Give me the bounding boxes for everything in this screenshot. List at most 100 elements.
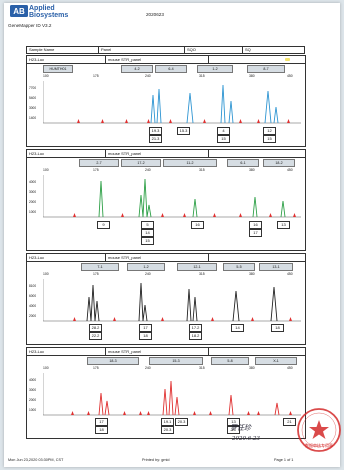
allele-label: 13 — [227, 418, 240, 426]
y-tick: 4000 — [29, 304, 37, 308]
marker-bin: 2-7 — [79, 159, 119, 167]
allele-label: 18 — [271, 324, 284, 332]
allele-label: 21.3 — [149, 135, 162, 143]
allele-label: 15 — [217, 135, 230, 143]
allele-label: 15 — [263, 135, 276, 143]
allele-label: 17 — [139, 324, 152, 332]
allele-label: 17 — [95, 418, 108, 426]
bp-tick: 380 — [249, 74, 255, 78]
y-tick: 1000 — [29, 210, 37, 214]
marker-bin: 1-2 — [127, 263, 165, 271]
marker-bin: 6-1 — [227, 159, 259, 167]
bp-tick: 240 — [145, 168, 151, 172]
page-number: Page 1 of 1 — [274, 458, 294, 462]
marker-bin: 5-5 — [223, 263, 255, 271]
col-sq: SQ — [242, 46, 305, 54]
allele-label: 14 — [231, 324, 244, 332]
electropherogram-trace — [43, 373, 301, 416]
bp-tick: 450 — [287, 366, 293, 370]
bp-tick: 175 — [93, 74, 99, 78]
marker-bin: 1-2 — [197, 65, 233, 73]
electropherogram-panel-2: H23-Luc mouse STR_panel 2-7 17-2 11-2 6-… — [26, 149, 306, 251]
panel-kit-name: mouse STR_panel — [105, 56, 209, 63]
bp-tick: 240 — [145, 366, 151, 370]
allele-label: 12 — [263, 127, 276, 135]
allele-label: 17.2 — [189, 324, 202, 332]
marker-bin: 18-2 — [263, 159, 295, 167]
bp-tick: 380 — [249, 366, 255, 370]
handwritten-date: 2020.6.23 — [232, 436, 260, 442]
panel-kit-name: mouse STR_panel — [105, 254, 209, 261]
bp-tick: 315 — [199, 272, 205, 276]
logo-mark-text: AB — [13, 7, 25, 16]
y-tick: 1000 — [29, 408, 37, 412]
allele-label: 28.2 — [89, 324, 102, 332]
bp-tick: 100 — [43, 74, 49, 78]
bp-tick: 450 — [287, 74, 293, 78]
marker-bins: 7-1 1-2 12-1 5-5 13-1 — [37, 263, 293, 271]
y-tick: 5400 — [29, 96, 37, 100]
allele-label: 16 — [191, 221, 204, 229]
y-tick: 2000 — [29, 200, 37, 204]
allele-label: 5 — [141, 221, 154, 229]
report-date: 2020623 — [146, 12, 164, 17]
panel-title-bar: H23-Luc mouse STR_panel — [27, 150, 305, 158]
sample-table-header: Sample Name Panel SQO SQ — [26, 46, 305, 54]
panel-sample-name: H23-Luc — [29, 255, 45, 260]
allele-label: 22.2 — [89, 332, 102, 340]
marker-bin: 11-2 — [163, 159, 217, 167]
bp-tick: 240 — [145, 272, 151, 276]
bp-tick: 450 — [287, 168, 293, 172]
bp-tick: 315 — [199, 366, 205, 370]
allele-label: 16 — [249, 221, 262, 229]
bp-tick: 380 — [249, 272, 255, 276]
marker-bin: 18-3 — [87, 357, 139, 365]
basepair-axis: 100 175 240 315 380 450 — [27, 366, 305, 371]
y-tick: 3000 — [29, 106, 37, 110]
printed-timestamp: Mon Jun 23,2020 03:30PM, CST — [8, 458, 64, 462]
marker-bin: HUMTH01 — [43, 65, 73, 73]
bp-tick: 315 — [199, 74, 205, 78]
electropherogram-panel-3: H23-Luc mouse STR_panel 7-1 1-2 12-1 5-5… — [26, 253, 306, 345]
panel-sample-name: H23-Luc — [29, 57, 45, 62]
marker-bins: 2-7 17-2 11-2 6-1 18-2 — [37, 159, 295, 167]
bp-tick: 450 — [287, 272, 293, 276]
allele-label: 20.3 — [161, 426, 174, 434]
software-version: GeneMapper ID V3.2 — [8, 23, 52, 28]
marker-bin: X-1 — [255, 357, 297, 365]
y-tick: 2000 — [29, 398, 37, 402]
col-sqo: SQO — [184, 46, 243, 54]
allele-label: 17 — [249, 229, 262, 237]
allele-label: 18 — [95, 426, 108, 434]
electropherogram-trace — [43, 81, 301, 124]
panel-title-bar: H23-Luc mouse STR_panel — [27, 56, 305, 64]
marker-bin: 4-2 — [121, 65, 153, 73]
y-tick: 6000 — [29, 294, 37, 298]
allele-label: 19.1 — [161, 418, 174, 426]
col-sample-name: Sample Name — [26, 46, 99, 54]
panel-kit-name: mouse STR_panel — [105, 150, 209, 157]
allele-label: 15 — [227, 426, 240, 434]
marker-bins: 18-3 15-3 5-8 X-1 — [37, 357, 297, 365]
y-tick: 3000 — [29, 388, 37, 392]
y-tick: 4000 — [29, 378, 37, 382]
bp-tick: 240 — [145, 74, 151, 78]
marker-bin: 15-3 — [149, 357, 203, 365]
electropherogram-trace — [43, 279, 301, 322]
verification-seal-icon: 数据审核专用章 — [297, 408, 341, 452]
panel-sample-name: H23-Luc — [29, 151, 45, 156]
allele-label: 21 — [283, 418, 296, 426]
marker-bin: 12-1 — [177, 263, 217, 271]
basepair-axis: 100 175 240 315 380 450 — [27, 272, 305, 277]
brand-line-2: Biosystems — [29, 12, 69, 19]
y-tick: 1400 — [29, 116, 37, 120]
basepair-axis: 100 175 240 315 380 450 — [27, 74, 305, 79]
y-tick: 7700 — [29, 86, 37, 90]
allele-label: 19.3 — [149, 127, 162, 135]
panel-title-bar: H23-Luc mouse STR_panel — [27, 348, 305, 356]
marker-bin: 5-8 — [211, 357, 249, 365]
bp-tick: 100 — [43, 272, 49, 276]
seal-text: 数据审核专用章 — [305, 442, 333, 448]
panel-sample-name: H23-Luc — [29, 349, 45, 354]
allele-label: 15.3 — [177, 127, 190, 135]
